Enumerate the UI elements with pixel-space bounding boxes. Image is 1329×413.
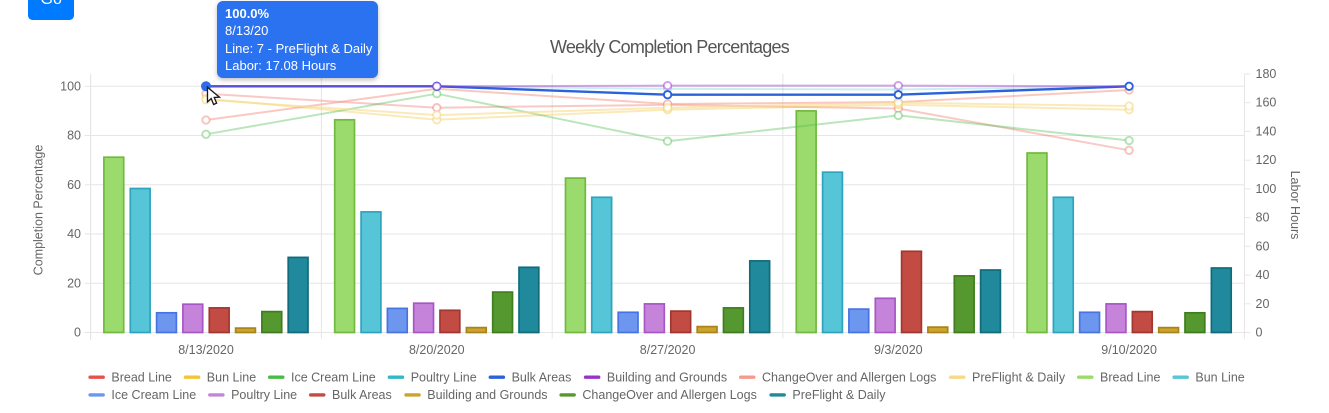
svg-text:180: 180 xyxy=(1256,67,1277,81)
svg-text:8/27/2020: 8/27/2020 xyxy=(640,343,696,357)
svg-text:ChangeOver and Allergen Logs: ChangeOver and Allergen Logs xyxy=(762,370,936,384)
svg-text:0: 0 xyxy=(1256,326,1263,340)
svg-text:PreFlight & Daily: PreFlight & Daily xyxy=(972,370,1066,384)
svg-text:Completion Percentage: Completion Percentage xyxy=(32,145,46,276)
svg-text:Poultry Line: Poultry Line xyxy=(231,388,297,402)
svg-text:Bulk Areas: Bulk Areas xyxy=(512,370,572,384)
svg-text:Labor Hours: Labor Hours xyxy=(1288,171,1302,240)
svg-text:20: 20 xyxy=(67,276,81,290)
svg-text:Bread Line: Bread Line xyxy=(111,370,172,384)
svg-text:40: 40 xyxy=(67,227,81,241)
svg-text:8/13/2020: 8/13/2020 xyxy=(178,343,234,357)
svg-text:80: 80 xyxy=(67,129,81,143)
svg-text:40: 40 xyxy=(1256,268,1270,282)
svg-text:Bun Line: Bun Line xyxy=(207,370,256,384)
svg-text:9/10/2020: 9/10/2020 xyxy=(1101,343,1157,357)
svg-text:Bread Line: Bread Line xyxy=(1100,370,1161,384)
svg-text:Ice Cream Line: Ice Cream Line xyxy=(291,370,376,384)
svg-text:0: 0 xyxy=(74,326,81,340)
svg-text:PreFlight & Daily: PreFlight & Daily xyxy=(792,388,886,402)
svg-text:20: 20 xyxy=(1256,297,1270,311)
svg-text:Bulk Areas: Bulk Areas xyxy=(332,388,392,402)
svg-text:8/20/2020: 8/20/2020 xyxy=(409,343,465,357)
svg-text:Weekly Completion Percentages: Weekly Completion Percentages xyxy=(550,37,790,57)
svg-text:Building and Grounds: Building and Grounds xyxy=(427,388,547,402)
svg-text:9/3/2020: 9/3/2020 xyxy=(874,343,923,357)
svg-text:Bun Line: Bun Line xyxy=(1195,370,1244,384)
svg-text:120: 120 xyxy=(1256,153,1277,167)
svg-text:160: 160 xyxy=(1256,96,1277,110)
svg-text:Ice Cream Line: Ice Cream Line xyxy=(111,388,196,402)
svg-text:Poultry Line: Poultry Line xyxy=(411,370,477,384)
svg-text:100: 100 xyxy=(60,79,81,93)
svg-text:140: 140 xyxy=(1256,124,1277,138)
svg-text:60: 60 xyxy=(1256,239,1270,253)
svg-text:80: 80 xyxy=(1256,211,1270,225)
svg-text:60: 60 xyxy=(67,178,81,192)
svg-text:Building and Grounds: Building and Grounds xyxy=(607,370,727,384)
svg-text:ChangeOver and Allergen Logs: ChangeOver and Allergen Logs xyxy=(582,388,756,402)
svg-text:100: 100 xyxy=(1256,182,1277,196)
